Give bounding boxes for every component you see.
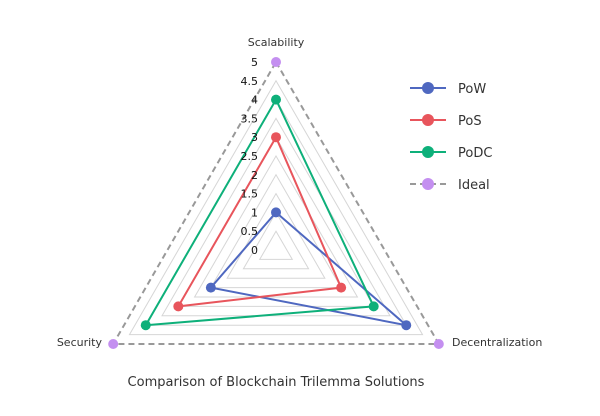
- legend-marker-ideal: [422, 178, 434, 190]
- series-layer: [108, 57, 444, 349]
- axis-labels: Scalability Decentralization Security: [57, 36, 542, 349]
- radial-ticks: 0 0.5 1 1.5 2 2.5 3 3.5 4 4.5 5: [241, 56, 259, 257]
- tick-label: 4: [251, 94, 258, 107]
- grid-ring: [226, 192, 326, 279]
- tick-label: 4.5: [241, 75, 259, 88]
- data-point-podc: [140, 320, 151, 331]
- data-point-podc: [271, 94, 281, 105]
- series-line-podc: [143, 97, 376, 327]
- data-point-pos: [173, 301, 184, 312]
- tick-label: 0: [251, 244, 258, 257]
- tick-label: 0.5: [241, 225, 259, 238]
- axis-label-decentralization: Decentralization: [452, 336, 542, 349]
- series-line-ideal: [111, 59, 441, 345]
- grid-ring: [161, 117, 391, 317]
- data-point-pow: [401, 320, 412, 331]
- legend-marker-pow: [422, 82, 434, 94]
- data-point-pos: [271, 132, 281, 143]
- grid: [128, 79, 424, 336]
- series-line-pos: [176, 134, 343, 308]
- data-point-ideal: [433, 339, 444, 349]
- axis-label-security: Security: [57, 336, 103, 349]
- grid-ring: [177, 136, 375, 307]
- data-point-podc: [368, 301, 379, 312]
- legend-label-podc: PoDC: [458, 146, 492, 161]
- grid-ring: [210, 173, 342, 289]
- grid-ring: [242, 211, 310, 270]
- tick-label: 2: [251, 169, 258, 182]
- data-point-pow: [271, 207, 281, 218]
- legend-marker-podc: [422, 146, 434, 158]
- data-point-ideal: [108, 339, 119, 349]
- legend-label-pow: PoW: [458, 82, 486, 97]
- tick-label: 1.5: [241, 188, 259, 201]
- data-point-pow: [205, 282, 216, 293]
- grid-ring: [128, 79, 424, 336]
- tick-label: 1: [251, 206, 258, 219]
- data-point-pos: [336, 282, 347, 293]
- axis-label-scalability: Scalability: [248, 36, 305, 49]
- data-point-ideal: [271, 57, 281, 67]
- legend-marker-pos: [422, 114, 434, 126]
- grid-ring: [193, 155, 359, 298]
- tick-label: 3: [251, 131, 258, 144]
- legend-label-ideal: Ideal: [458, 178, 490, 193]
- series-line-pow: [208, 210, 410, 327]
- legend-label-pos: PoS: [458, 114, 482, 129]
- tick-label: 5: [251, 56, 258, 69]
- legend: PoW PoS PoDC Ideal: [410, 82, 492, 193]
- tick-label: 2.5: [241, 150, 259, 163]
- tick-label: 3.5: [241, 112, 259, 125]
- chart-title: Comparison of Blockchain Trilemma Soluti…: [128, 375, 425, 390]
- grid-ring: [258, 230, 294, 260]
